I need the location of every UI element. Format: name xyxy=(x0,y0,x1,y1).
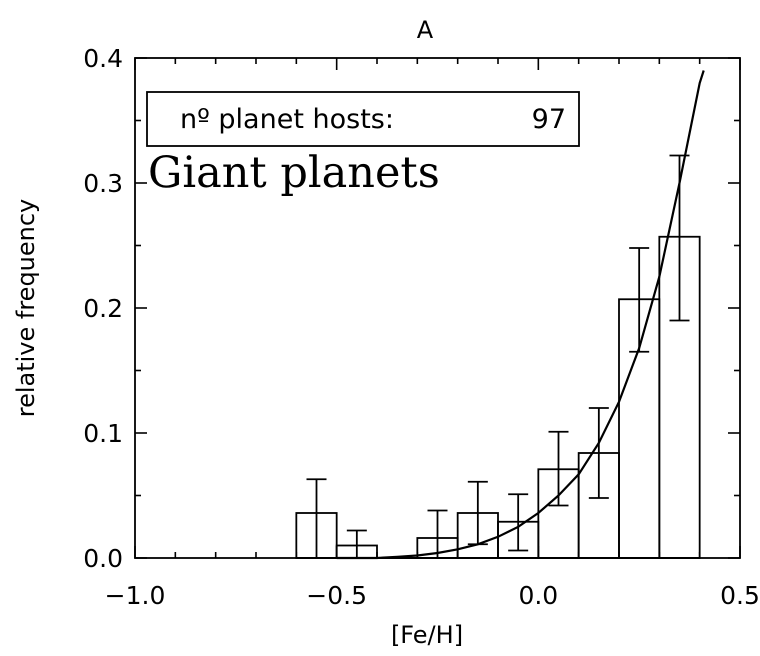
legend-label: nº planet hosts: xyxy=(180,104,394,135)
error-bar-8 xyxy=(629,247,650,353)
x-axis-label: [Fe/H] xyxy=(391,621,463,649)
error-bar-5 xyxy=(508,493,529,552)
y-tick-label: 0.4 xyxy=(83,44,123,73)
error-bar-1 xyxy=(346,529,367,559)
y-tick-label: 0.2 xyxy=(83,294,123,323)
y-tick-label: 0.3 xyxy=(83,169,123,198)
x-tick-label: 0.0 xyxy=(518,581,558,610)
chart-title: A xyxy=(417,16,434,44)
error-bar-7 xyxy=(588,407,609,499)
legend-value: 97 xyxy=(532,104,566,135)
x-tick-label: −1.0 xyxy=(105,581,166,610)
fit-curve xyxy=(336,70,705,560)
x-tick-label: −0.5 xyxy=(306,581,367,610)
y-tick-label: 0.0 xyxy=(83,544,123,573)
y-axis-label: relative frequency xyxy=(12,199,40,418)
legend-box: nº planet hosts: 97 xyxy=(146,91,580,147)
error-bar-6 xyxy=(548,430,569,507)
giant-planets-annotation: Giant planets xyxy=(148,148,440,198)
axes: −1.0 −0.5 0.0 0.5 0.0 0.1 0.2 0.3 0.4 xyxy=(83,44,760,610)
error-bars xyxy=(306,154,690,559)
y-tick-label: 0.1 xyxy=(83,419,123,448)
error-bar-0 xyxy=(306,478,327,559)
x-tick-label: 0.5 xyxy=(720,581,760,610)
legend-frame xyxy=(146,91,580,147)
